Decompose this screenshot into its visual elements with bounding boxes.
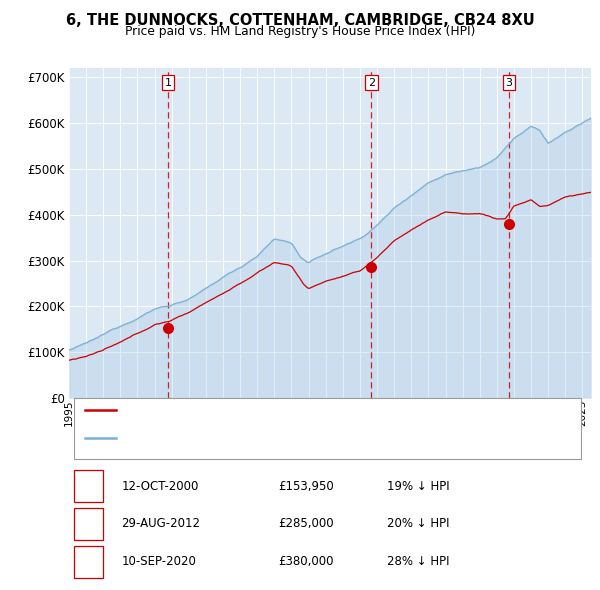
Text: £380,000: £380,000 (278, 555, 334, 568)
FancyBboxPatch shape (74, 470, 103, 502)
Text: 20% ↓ HPI: 20% ↓ HPI (388, 517, 450, 530)
Text: 2: 2 (368, 78, 375, 88)
Text: £153,950: £153,950 (278, 480, 334, 493)
Text: 29-AUG-2012: 29-AUG-2012 (121, 517, 200, 530)
Text: 12-OCT-2000: 12-OCT-2000 (121, 480, 199, 493)
Text: 3: 3 (85, 555, 92, 568)
FancyBboxPatch shape (74, 398, 581, 458)
Text: 28% ↓ HPI: 28% ↓ HPI (388, 555, 450, 568)
Text: Price paid vs. HM Land Registry's House Price Index (HPI): Price paid vs. HM Land Registry's House … (125, 25, 475, 38)
Text: £285,000: £285,000 (278, 517, 334, 530)
FancyBboxPatch shape (74, 508, 103, 540)
Text: 3: 3 (505, 78, 512, 88)
Text: 10-SEP-2020: 10-SEP-2020 (121, 555, 196, 568)
FancyBboxPatch shape (74, 546, 103, 578)
Text: 1: 1 (85, 480, 92, 493)
Text: 6, THE DUNNOCKS, COTTENHAM, CAMBRIDGE, CB24 8XU (detached house): 6, THE DUNNOCKS, COTTENHAM, CAMBRIDGE, C… (124, 405, 517, 415)
Text: 6, THE DUNNOCKS, COTTENHAM, CAMBRIDGE, CB24 8XU: 6, THE DUNNOCKS, COTTENHAM, CAMBRIDGE, C… (65, 13, 535, 28)
Text: 19% ↓ HPI: 19% ↓ HPI (388, 480, 450, 493)
Text: HPI: Average price, detached house, South Cambridgeshire: HPI: Average price, detached house, Sout… (124, 433, 433, 443)
Text: 2: 2 (85, 517, 92, 530)
Text: 1: 1 (164, 78, 172, 88)
